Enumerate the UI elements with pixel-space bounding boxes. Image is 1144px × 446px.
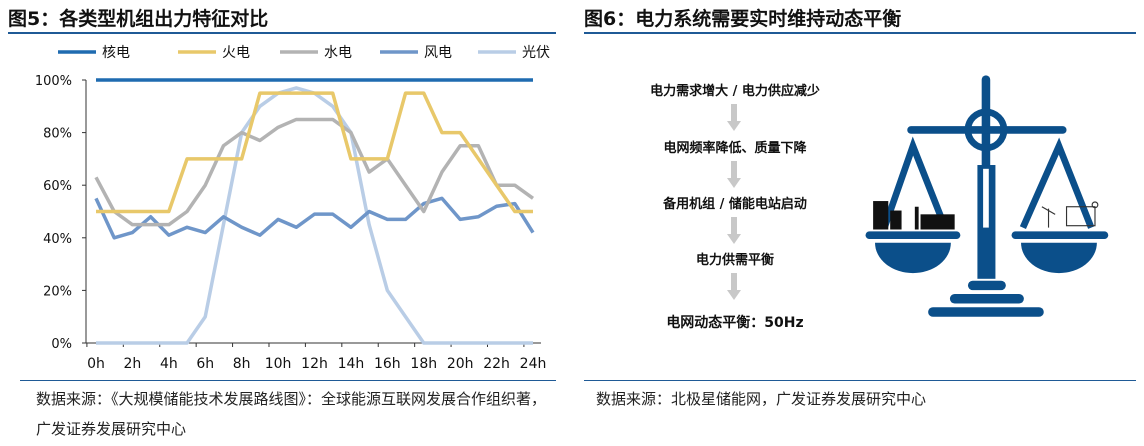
flow-step: 电力需求增大 / 电力供应减少 [650,84,820,99]
x-tick-label: 18h [410,356,437,372]
flow-step: 备用机组 / 储能电站启动 [663,197,807,212]
y-tick-label: 60% [43,179,72,194]
x-tick-label: 4h [160,356,178,372]
y-tick-label: 40% [43,232,72,247]
right-title-rule [584,32,1136,34]
down-arrow-icon [727,217,741,245]
left-source-rule [20,380,556,381]
series-line-3 [94,196,535,240]
x-tick-label: 14h [338,356,365,372]
y-tick-label: 0% [51,337,72,352]
x-tick-label: 24h [520,356,547,372]
x-tick-label: 8h [233,356,251,372]
y-tick-label: 100% [35,74,72,89]
y-tick-label: 80% [43,127,72,142]
series-line-2 [94,117,535,227]
y-tick-label: 20% [43,284,72,299]
down-arrow-icon [727,104,741,132]
flow-step: 电力供需平衡 [695,253,774,268]
flow-step: 电网频率降低、质量下降 [663,141,807,156]
x-tick-label: 2h [124,356,142,372]
balance-scale-icon [865,75,1109,317]
right-source: 数据来源：北极星储能网，广发证券发展研究中心 [596,390,927,408]
right-source-rule [584,380,1136,381]
legend-label: 水电 [324,45,352,61]
left-source: 数据来源：《大规模储能技术发展路线图》：全球能源互联网发展合作组织著，广发证券发… [36,390,547,438]
x-tick-label: 16h [374,356,401,372]
x-tick-label: 6h [196,356,214,372]
right-figure-title: 图6：电力系统需要实时维持动态平衡 [584,8,902,30]
line-chart: 0% 20% 40% 60% 80% 100% 0h 2h 4h 6h 8h 10h 12h 14h 16h… [35,45,550,372]
down-arrow-icon [727,273,741,301]
x-tick-label: 22h [483,356,510,372]
x-tick-label: 20h [447,356,474,372]
left-title-rule [8,32,556,34]
legend-label: 核电 [102,45,130,61]
x-tick-label: 0h [87,356,105,372]
legend-label: 风电 [424,45,452,61]
x-tick-label: 12h [301,356,328,372]
legend-label: 火电 [222,45,250,61]
x-tick-label: 10h [265,356,292,372]
legend-label: 光伏 [522,45,550,61]
series-line-1 [96,91,533,214]
down-arrow-icon [727,161,741,189]
left-figure-title: 图5：各类型机组出力特征对比 [8,8,269,30]
flow-step: 电网动态平衡：50Hz [666,315,804,331]
